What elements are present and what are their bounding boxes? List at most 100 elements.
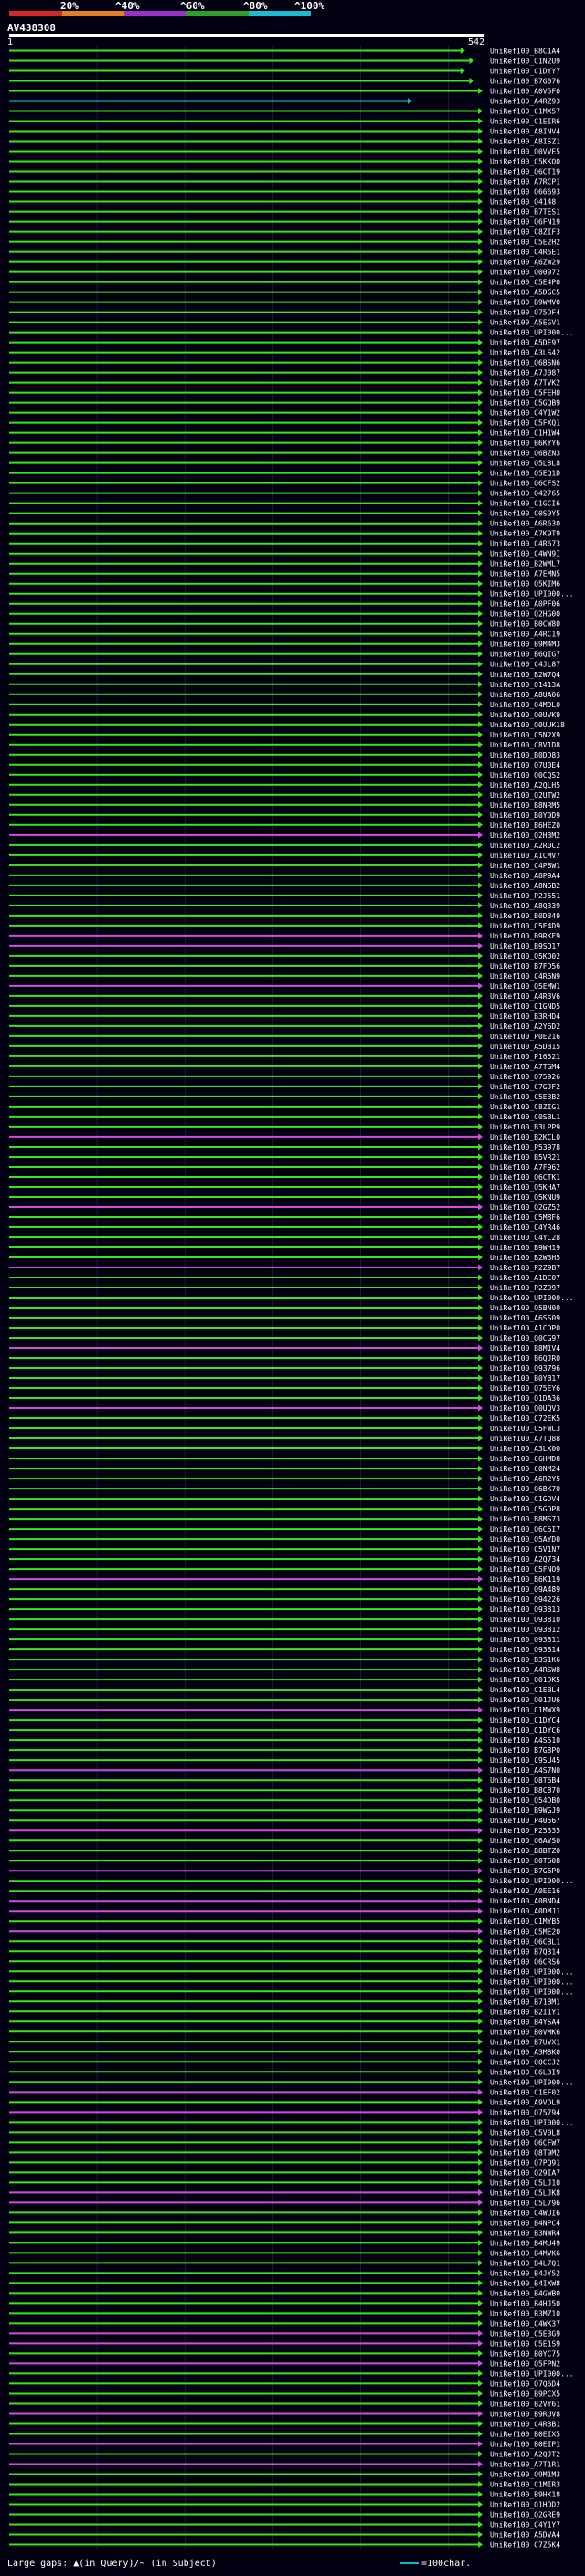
hit-label[interactable]: UniRef100_A4RSW8	[490, 1666, 560, 1674]
hit-label[interactable]: UniRef100_B9WGJ9	[490, 1807, 560, 1815]
hit-row[interactable]: UniRef100_A4RC19	[9, 631, 560, 639]
hit-label[interactable]: UniRef100_C1EF02	[490, 2088, 560, 2096]
hit-row[interactable]: UniRef100_C4R3B1	[9, 2420, 560, 2428]
hit-row[interactable]: UniRef100_Q0UUK18	[9, 721, 565, 729]
hit-label[interactable]: UniRef100_A5DB15	[490, 1043, 560, 1051]
hit-label[interactable]: UniRef100_B0VMK6	[490, 2028, 560, 2036]
hit-label[interactable]: UniRef100_A4RZ93	[490, 98, 560, 106]
hit-row[interactable]: UniRef100_A7EMN5	[9, 570, 560, 578]
hit-label[interactable]: UniRef100_B4MU49	[490, 2239, 560, 2247]
hit-row[interactable]: UniRef100_Q6BK70	[9, 1485, 560, 1493]
hit-label[interactable]: UniRef100_C4R5E1	[490, 249, 560, 257]
hit-row[interactable]: UniRef100_Q1413A	[9, 681, 560, 689]
hit-row[interactable]: UniRef100_Q66693	[9, 188, 560, 196]
hit-label[interactable]: UniRef100_A0PF06	[490, 600, 560, 609]
hit-label[interactable]: UniRef100_B4HJ50	[490, 2299, 560, 2307]
hit-row[interactable]: UniRef100_UPI000...	[9, 1967, 574, 1976]
hit-row[interactable]: UniRef100_Q5EMW1	[9, 982, 560, 991]
hit-row[interactable]: UniRef100_B2KCL0	[9, 1133, 560, 1141]
hit-label[interactable]: UniRef100_B0D349	[490, 912, 560, 920]
hit-row[interactable]: UniRef100_C4JL87	[9, 661, 560, 669]
hit-row[interactable]: UniRef100_C4WK37	[9, 2319, 560, 2327]
hit-label[interactable]: UniRef100_Q5L8L8	[490, 460, 560, 468]
hit-row[interactable]: UniRef100_A0EE16	[9, 1887, 560, 1895]
hit-row[interactable]: UniRef100_Q93810	[9, 1616, 560, 1624]
hit-label[interactable]: UniRef100_C5V0L8	[490, 2128, 560, 2136]
hit-label[interactable]: UniRef100_A8P9A4	[490, 872, 560, 880]
hit-label[interactable]: UniRef100_UPI000...	[490, 1988, 574, 1996]
hit-row[interactable]: UniRef100_Q0T608	[9, 1857, 560, 1865]
hit-row[interactable]: UniRef100_Q93814	[9, 1646, 560, 1654]
hit-label[interactable]: UniRef100_Q66693	[490, 188, 560, 196]
hit-label[interactable]: UniRef100_C1N2U9	[490, 58, 560, 66]
hit-row[interactable]: UniRef100_B0EIP1	[9, 2440, 560, 2448]
hit-label[interactable]: UniRef100_C4WUI6	[490, 2209, 560, 2217]
hit-label[interactable]: UniRef100_Q6BSN6	[490, 359, 560, 367]
hit-row[interactable]: UniRef100_P25335	[9, 1827, 560, 1835]
hit-row[interactable]: UniRef100_C5LJK8	[9, 2189, 560, 2197]
hit-label[interactable]: UniRef100_Q6BZN3	[490, 450, 560, 458]
hit-label[interactable]: UniRef100_A3LS42	[490, 349, 560, 357]
hit-label[interactable]: UniRef100_A7TQ88	[490, 1435, 560, 1443]
hit-label[interactable]: UniRef100_Q2HG00	[490, 610, 560, 619]
hit-row[interactable]: UniRef100_Q6CFS2	[9, 480, 560, 488]
hit-row[interactable]: UniRef100_Q54DB0	[9, 1797, 560, 1805]
hit-row[interactable]: UniRef100_B0YB17	[9, 1374, 560, 1383]
hit-label[interactable]: UniRef100_Q4M9L0	[490, 701, 560, 709]
hit-label[interactable]: UniRef100_B2I1Y1	[490, 2008, 560, 2016]
hit-label[interactable]: UniRef100_B8NRM5	[490, 801, 560, 810]
hit-row[interactable]: UniRef100_Q6CT19	[9, 168, 560, 176]
hit-label[interactable]: UniRef100_C5GDP8	[490, 1505, 560, 1513]
hit-row[interactable]: UniRef100_Q2GRE9	[9, 2510, 560, 2518]
hit-row[interactable]: UniRef100_Q2HG00	[9, 610, 560, 619]
hit-row[interactable]: UniRef100_C5FNO9	[9, 1565, 560, 1574]
hit-row[interactable]: UniRef100_UPI000...	[9, 1977, 574, 1986]
hit-label[interactable]: UniRef100_B8M1V4	[490, 1344, 560, 1352]
hit-row[interactable]: UniRef100_B7G6P0	[9, 1867, 560, 1875]
hit-label[interactable]: UniRef100_B4MVK6	[490, 2249, 560, 2257]
hit-label[interactable]: UniRef100_B4IXW8	[490, 2279, 560, 2287]
hit-row[interactable]: UniRef100_A8Q339	[9, 902, 560, 910]
hit-label[interactable]: UniRef100_B7G8P0	[490, 1746, 560, 1754]
hit-label[interactable]: UniRef100_C5ME20	[490, 1927, 560, 1935]
hit-row[interactable]: UniRef100_B4IXW8	[9, 2279, 560, 2287]
hit-row[interactable]: UniRef100_Q9M1M3	[9, 2470, 560, 2478]
hit-label[interactable]: UniRef100_A7RCP1	[490, 178, 560, 186]
hit-label[interactable]: UniRef100_C5LJK8	[490, 2189, 560, 2197]
hit-label[interactable]: UniRef100_C1DYY7	[490, 68, 560, 76]
hit-label[interactable]: UniRef100_A7EMN5	[490, 570, 560, 578]
hit-row[interactable]: UniRef100_Q5AYD0	[9, 1535, 560, 1543]
hit-label[interactable]: UniRef100_Q0CG97	[490, 1334, 560, 1342]
hit-label[interactable]: UniRef100_P2Z997	[490, 1284, 560, 1292]
hit-label[interactable]: UniRef100_B0Y0D9	[490, 811, 560, 820]
hit-row[interactable]: UniRef100_B0CW80	[9, 620, 560, 629]
hit-row[interactable]: UniRef100_C1DYY7	[9, 68, 560, 76]
hit-row[interactable]: UniRef100_B5VR21	[9, 1153, 560, 1161]
hit-label[interactable]: UniRef100_Q2GRE9	[490, 2510, 560, 2518]
hit-label[interactable]: UniRef100_B0CW80	[490, 620, 560, 629]
hit-row[interactable]: UniRef100_Q5KHA7	[9, 1183, 560, 1192]
hit-label[interactable]: UniRef100_B3RHD4	[490, 1012, 560, 1021]
hit-label[interactable]: UniRef100_B9RUV8	[490, 2410, 560, 2418]
hit-row[interactable]: UniRef100_A7K9T9	[9, 530, 560, 538]
hit-row[interactable]: UniRef100_A7TQ88	[9, 1435, 560, 1443]
hit-label[interactable]: UniRef100_C6L3I9	[490, 2068, 560, 2076]
hit-row[interactable]: UniRef100_B0YC75	[9, 2349, 560, 2358]
hit-label[interactable]: UniRef100_Q9M1M3	[490, 2470, 560, 2478]
hit-row[interactable]: UniRef100_Q7PQ91	[9, 2158, 560, 2167]
hit-row[interactable]: UniRef100_B0EIX5	[9, 2430, 560, 2438]
hit-row[interactable]: UniRef100_Q5KIM6	[9, 580, 560, 588]
hit-row[interactable]: UniRef100_B4GWB0	[9, 2289, 560, 2297]
hit-label[interactable]: UniRef100_Q93810	[490, 1616, 560, 1624]
hit-label[interactable]: UniRef100_B4JY52	[490, 2269, 560, 2277]
hit-row[interactable]: UniRef100_C1GDV4	[9, 1495, 560, 1503]
hit-label[interactable]: UniRef100_B4YSA4	[490, 2018, 560, 2026]
hit-row[interactable]: UniRef100_Q4M9L0	[9, 701, 560, 709]
hit-row[interactable]: UniRef100_UPI000...	[9, 590, 574, 599]
hit-row[interactable]: UniRef100_Q5L8L8	[9, 460, 560, 468]
hit-label[interactable]: UniRef100_B0DD83	[490, 751, 560, 759]
hit-row[interactable]: UniRef100_B4NPC4	[9, 2219, 560, 2227]
hit-label[interactable]: UniRef100_B6KYY6	[490, 440, 560, 448]
hit-row[interactable]: UniRef100_Q8T9M2	[9, 2148, 560, 2157]
hit-row[interactable]: UniRef100_Q2UTW2	[9, 791, 560, 800]
